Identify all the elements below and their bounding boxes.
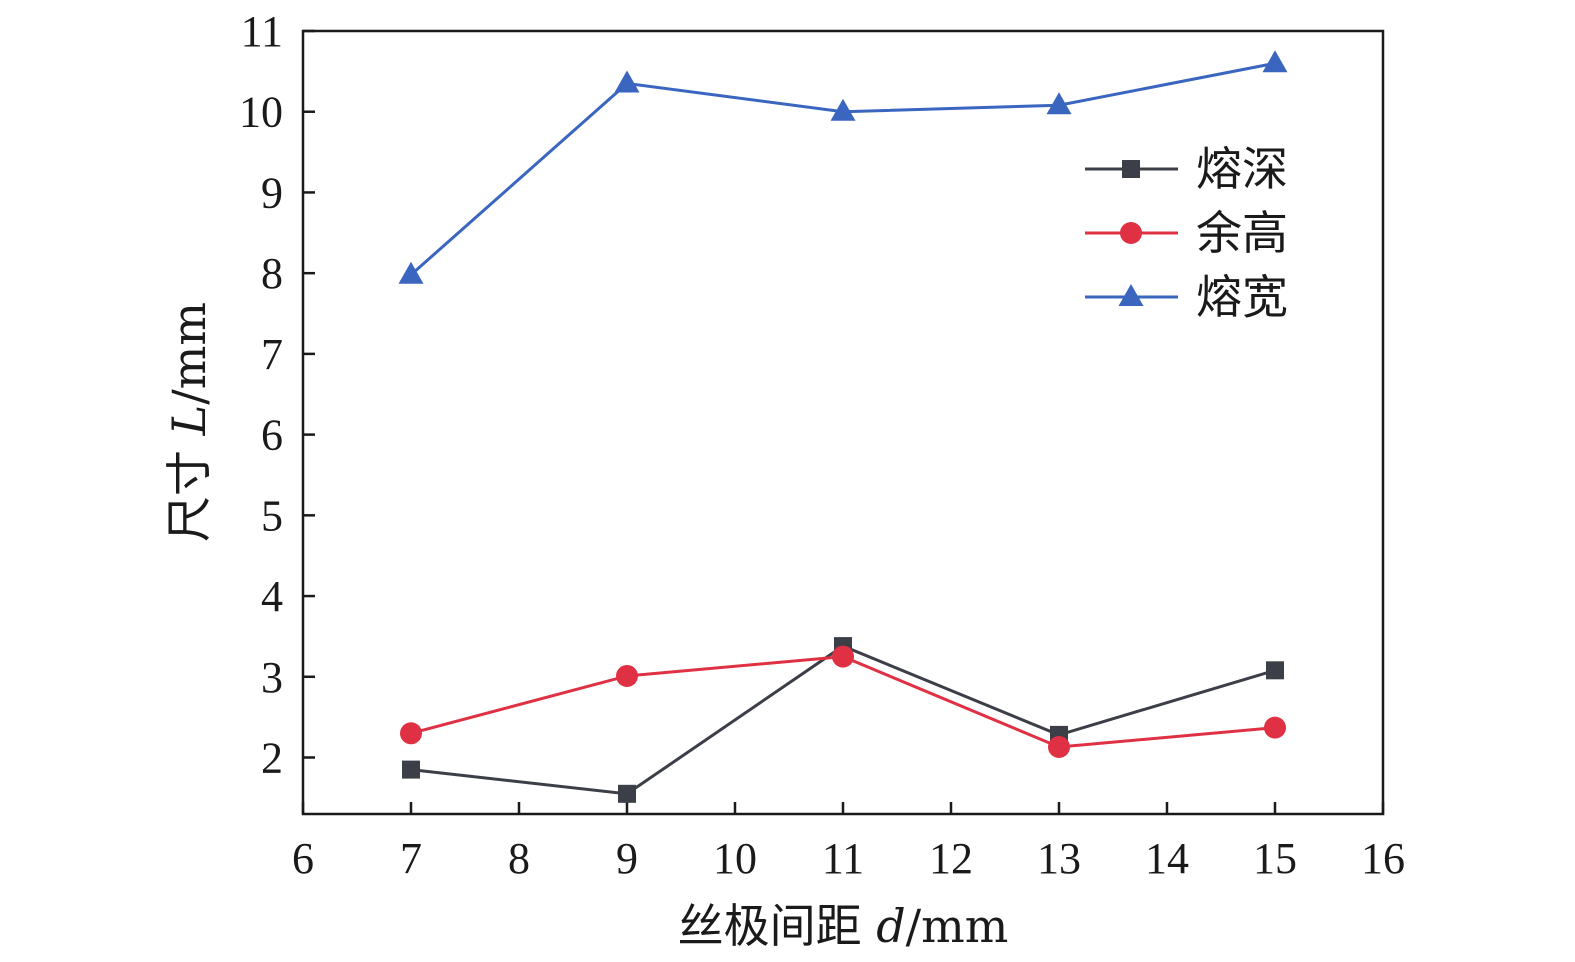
legend-item: 熔宽 — [1085, 270, 1288, 324]
y-axis-title-main: 尺寸 — [162, 435, 216, 542]
data-point — [618, 784, 636, 803]
x-axis-ticks: 6 7 8 9 10 11 12 13 14 15 16 — [292, 802, 1405, 883]
series-2 — [400, 645, 1286, 759]
x-tick-label: 16 — [1361, 834, 1405, 883]
series-line — [410, 644, 1276, 796]
x-tick-label: 12 — [929, 834, 973, 883]
series-line — [410, 655, 1276, 749]
x-tick-label: 8 — [508, 834, 530, 883]
x-tick-label: 10 — [713, 834, 757, 883]
data-point — [616, 664, 638, 687]
legend-label: 熔宽 — [1196, 270, 1288, 324]
y-tick-label: 11 — [241, 7, 283, 56]
y-tick-label: 9 — [261, 168, 283, 217]
data-point — [1266, 661, 1284, 680]
y-tick-label: 2 — [261, 733, 283, 782]
data-point — [398, 261, 424, 284]
data-point — [402, 760, 420, 779]
y-tick-label: 8 — [261, 249, 283, 298]
y-tick-label: 6 — [261, 411, 283, 460]
x-tick-label: 6 — [292, 834, 314, 883]
legend-marker — [1118, 284, 1144, 306]
y-axis-title: 尺寸 L/mm — [162, 302, 216, 542]
data-point — [832, 645, 854, 668]
x-axis-title-unit: /mm — [906, 899, 1009, 953]
data-point — [1264, 716, 1286, 739]
x-axis-title-main: 丝极间距 — [678, 899, 877, 953]
x-tick-label: 9 — [616, 834, 638, 883]
y-tick-label: 5 — [261, 491, 283, 540]
x-axis-title: 丝极间距 d/mm — [678, 899, 1009, 953]
y-tick-label: 7 — [261, 330, 283, 379]
data-point — [1262, 50, 1288, 73]
data-point — [614, 70, 640, 93]
legend-label: 余高 — [1196, 206, 1288, 260]
y-axis-ticks: 2 3 4 5 6 7 8 9 10 11 — [239, 7, 315, 782]
data-point — [830, 98, 856, 121]
data-point — [1046, 92, 1072, 115]
data-point — [400, 722, 422, 745]
y-tick-label: 10 — [239, 88, 283, 137]
legend-marker — [1120, 222, 1142, 244]
y-tick-label: 3 — [261, 653, 283, 702]
legend-item: 熔深 — [1085, 142, 1288, 196]
x-tick-label: 7 — [400, 834, 422, 883]
series-layer — [398, 50, 1288, 803]
legend-item: 余高 — [1085, 206, 1288, 260]
series-3 — [398, 50, 1288, 284]
x-tick-label: 11 — [822, 834, 864, 883]
x-tick-label: 13 — [1037, 834, 1081, 883]
y-axis-title-variable: L — [162, 405, 216, 437]
x-tick-label: 15 — [1253, 834, 1297, 883]
x-axis-title-variable: d — [876, 899, 905, 953]
y-axis-title-unit: /mm — [162, 302, 216, 405]
y-tick-label: 4 — [261, 572, 283, 621]
x-tick-label: 14 — [1145, 834, 1189, 883]
data-point — [1048, 736, 1070, 759]
legend-label: 熔深 — [1196, 142, 1288, 196]
legend-marker — [1122, 160, 1140, 178]
